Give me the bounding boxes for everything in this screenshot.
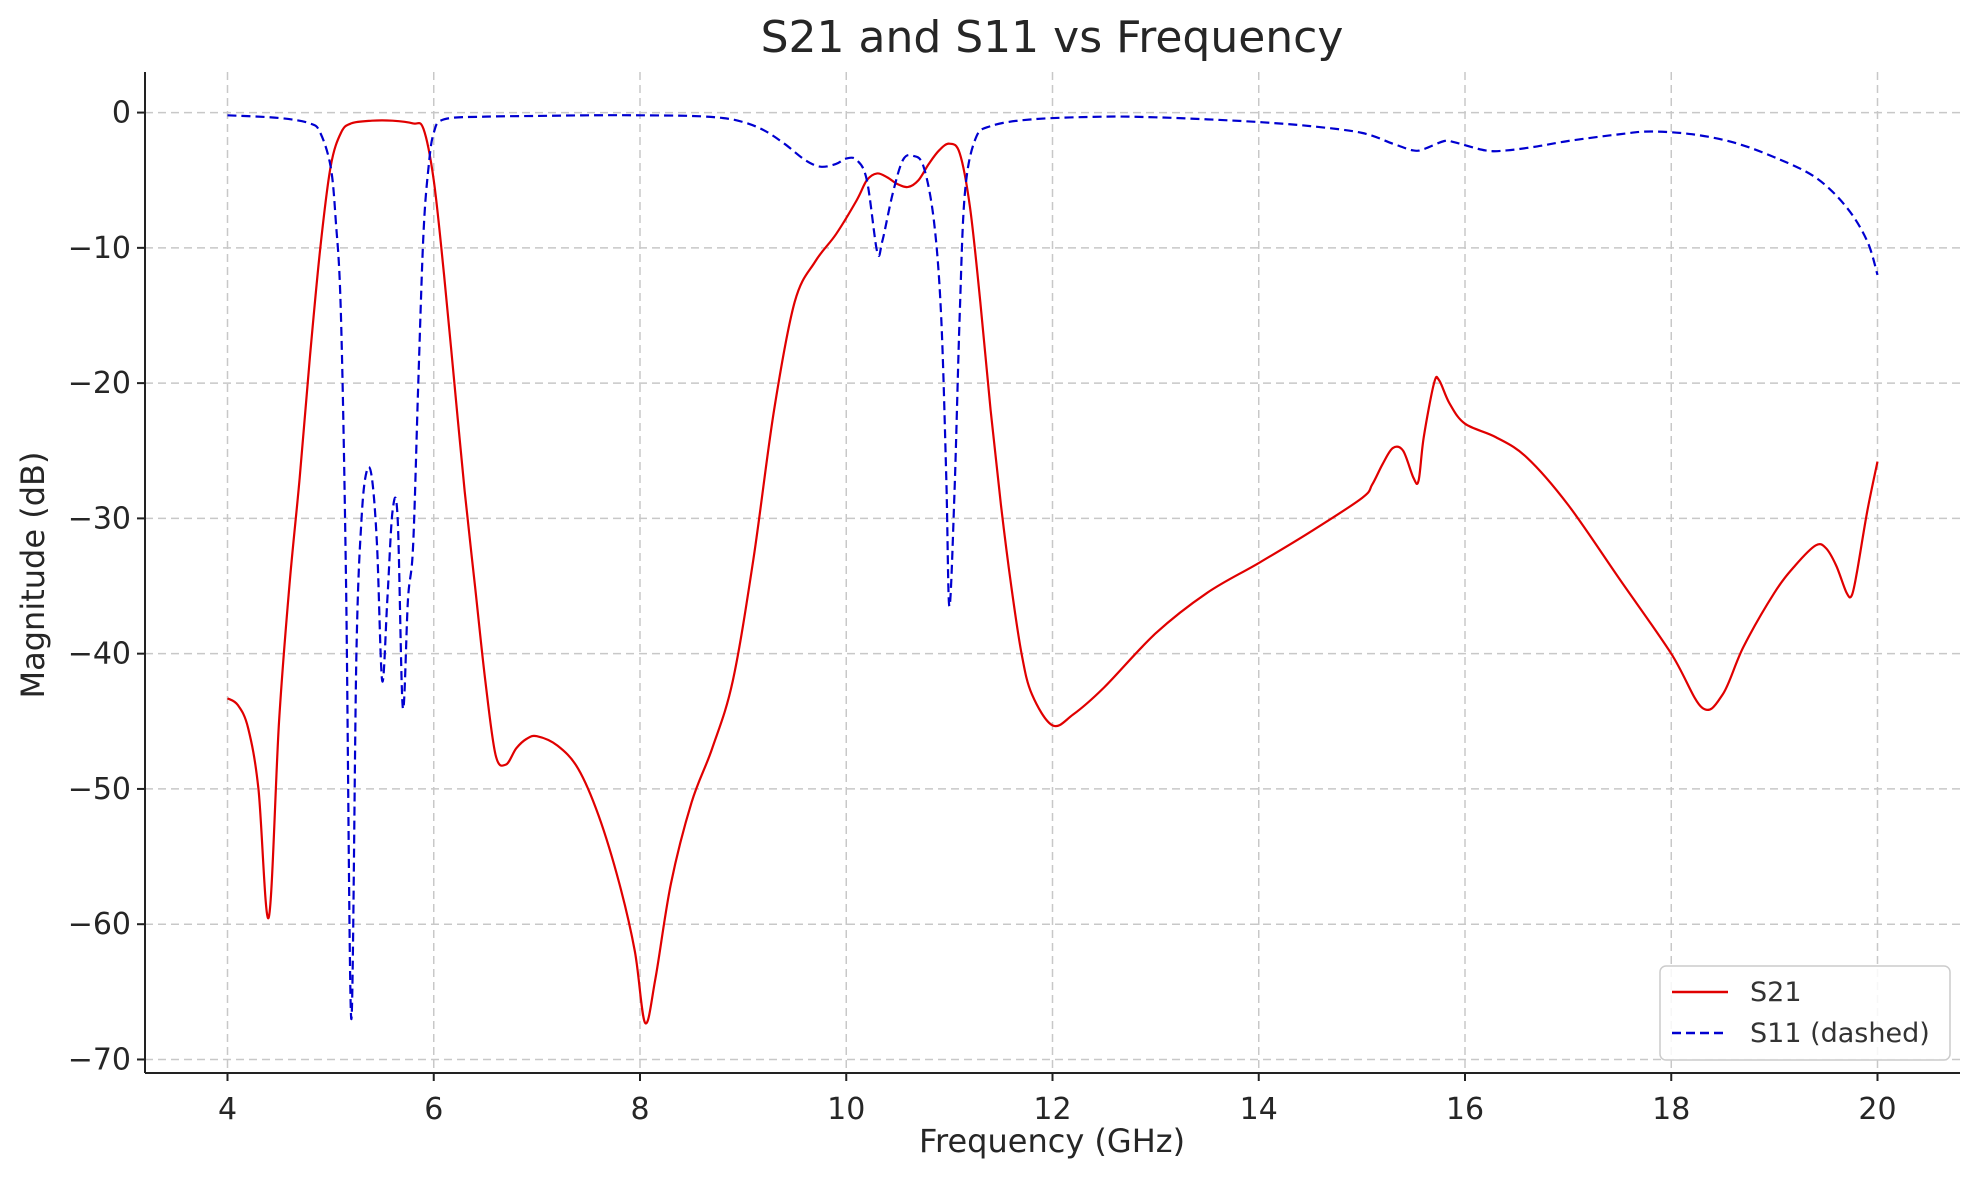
s21-series-line [226, 119, 1879, 1025]
x-tick-label: 6 [424, 1092, 443, 1127]
series-layer [226, 114, 1879, 1025]
y-axis-label: Magnitude (dB) [14, 452, 52, 699]
x-tick-label: 10 [827, 1092, 865, 1127]
x-axis-label: Frequency (GHz) [919, 1122, 1185, 1160]
x-tick-label: 20 [1858, 1092, 1896, 1127]
y-tick-label: −20 [68, 366, 131, 401]
x-tick-label: 4 [218, 1092, 237, 1127]
grid-layer [145, 72, 1960, 1073]
y-tick-label: 0 [112, 96, 131, 131]
x-tick-label: 12 [1033, 1092, 1071, 1127]
x-tick-label: 18 [1652, 1092, 1690, 1127]
legend-box [1659, 965, 1951, 1061]
y-tick-label: −60 [68, 907, 131, 942]
x-tick-label: 16 [1446, 1092, 1484, 1127]
ticks-layer: 4 6 8 10 12 14 16 18 20 0 −10 −20 −30 −40 −50 −60 −70 [68, 96, 1897, 1127]
legend-s21-label: S21 [1750, 977, 1802, 1008]
y-tick-label: −70 [68, 1042, 131, 1077]
s11-series-line [227, 114, 1879, 1021]
chart-title: S21 and S11 vs Frequency [761, 12, 1344, 63]
x-tick-label: 14 [1240, 1092, 1278, 1127]
y-tick-label: −10 [68, 231, 131, 266]
y-tick-label: −40 [68, 637, 131, 672]
y-tick-label: −50 [68, 772, 131, 807]
x-tick-label: 8 [630, 1092, 649, 1127]
legend: S21 S11 (dashed) [1659, 965, 1951, 1061]
legend-s11-label: S11 (dashed) [1750, 1018, 1930, 1049]
y-tick-label: −30 [68, 501, 131, 536]
